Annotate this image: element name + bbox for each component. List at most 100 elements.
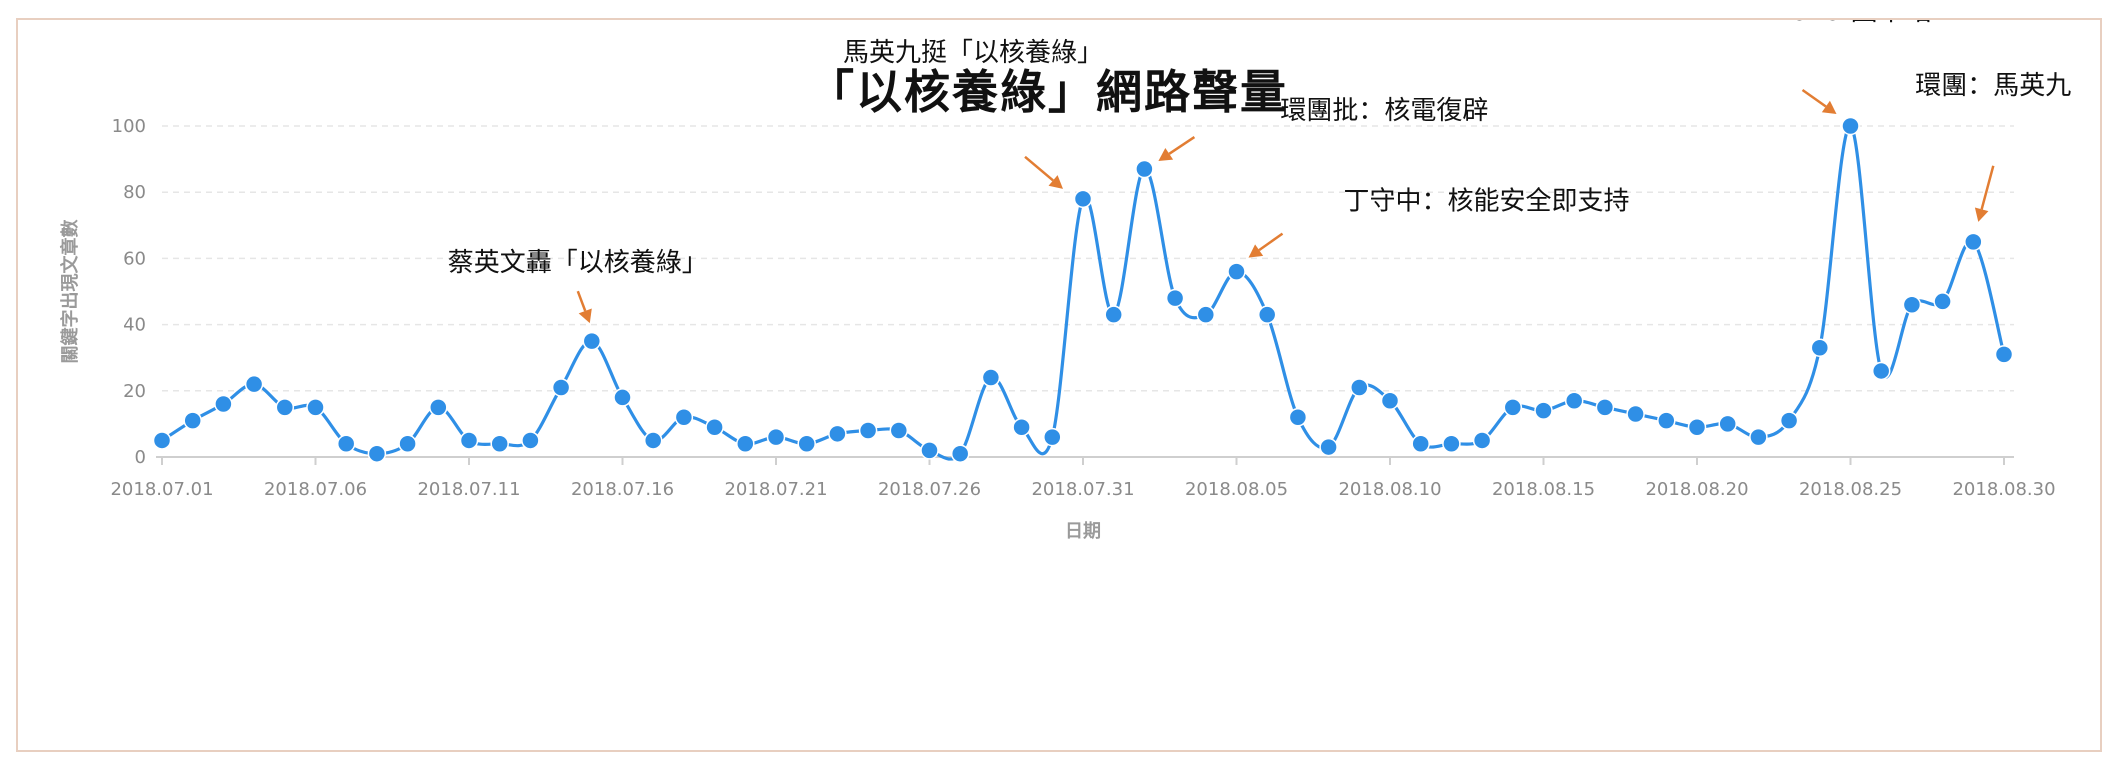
data-point-2018.07.21 [766,427,786,447]
x-tick-label-2018.07.26: 2018.07.26 [878,479,981,500]
x-tick-label-2018.08.15: 2018.08.15 [1492,479,1595,500]
data-point-2018.08.10 [1380,391,1400,410]
data-point-2018.07.09 [398,434,417,454]
data-point-2018.08.07 [1288,408,1308,427]
data-point-2018.08.16 [1564,391,1584,410]
data-point-2018.07.30 [1043,427,1062,447]
x-tick-label-2018.07.21: 2018.07.21 [724,479,827,500]
data-point-2018.07.11 [459,431,479,450]
annotation-arrow [1024,155,1054,182]
annotation-arrow [1258,232,1284,252]
annotation-arrowhead [578,308,592,324]
data-point-2018.08.19 [1657,411,1676,430]
annotation-label: 環團批：核電復辟 [1280,96,1488,126]
data-point-2018.07.29 [1012,417,1031,437]
data-point-2018.08.20 [1687,417,1707,437]
data-point-2018.08.26 [1871,361,1891,381]
annotation-label: 馬英九挺「以核養綠」 [843,38,1103,68]
data-point-2018.08.18 [1626,404,1645,424]
data-point-2018.08.05 [1227,262,1246,281]
annotation-label: 825 圍車站 [1791,20,1932,27]
x-tick-label-2018.08.10: 2018.08.10 [1338,479,1441,500]
data-point-2018.07.10 [429,398,448,417]
grid-lines [156,125,2014,458]
x-axis-title: 日期 [1065,521,1101,542]
annotation-arrow [1168,135,1196,155]
y-tick-label-40: 40 [123,315,146,336]
annotation-arrow [1980,165,1995,210]
data-points [152,116,2014,463]
data-point-2018.07.15 [582,331,602,351]
data-point-2018.07.31 [1073,189,1093,209]
x-tick-label-2018.08.30: 2018.08.30 [1952,479,2055,500]
data-point-2018.07.08 [367,444,387,463]
x-tick-label-2018.08.05: 2018.08.05 [1185,479,1288,500]
data-point-2018.07.25 [889,421,909,440]
data-point-2018.07.07 [336,434,356,454]
annotation-label: 蔡英文轟「以核養綠」 [448,248,708,278]
data-point-2018.07.20 [736,434,755,454]
y-tick-label-20: 20 [123,381,146,402]
data-point-2018.07.12 [490,434,509,454]
annotation-arrow [576,290,587,312]
data-point-2018.07.01 [152,431,172,450]
x-tick-label-2018.07.11: 2018.07.11 [417,479,520,500]
chart-frame: 「以核養綠」網路聲量 0 20 40 60 80 100 2018.07.01 2018.0… [16,18,2102,752]
x-tick-label-2018.08.20: 2018.08.20 [1645,479,1748,500]
data-point-2018.07.05 [275,398,295,417]
data-point-2018.08.08 [1319,437,1338,457]
data-point-2018.08.01 [1104,305,1123,324]
data-point-2018.07.13 [521,431,540,450]
x-axis-ticks: 2018.07.01 2018.07.06 2018.07.11 2018.07.16… [110,457,2056,500]
data-point-2018.08.12 [1442,434,1461,454]
data-point-2018.07.17 [643,431,663,450]
data-point-2018.08.13 [1472,431,1492,450]
data-point-2018.08.29 [1964,232,1983,252]
data-point-2018.07.27 [950,444,970,463]
data-point-2018.08.25 [1841,116,1860,136]
y-tick-label-60: 60 [123,248,146,269]
x-tick-label-2018.07.01: 2018.07.01 [110,479,213,500]
y-axis-title: 關鍵字出現文章數 [59,220,81,364]
data-point-2018.08.14 [1503,398,1523,417]
y-axis-ticks: 0 20 40 60 80 100 [112,116,146,468]
x-tick-label-2018.07.06: 2018.07.06 [264,479,367,500]
annotation-arrowhead [1248,244,1264,258]
data-point-2018.08.28 [1933,292,1952,311]
data-point-2018.07.23 [828,424,847,444]
data-point-2018.08.09 [1350,378,1369,397]
data-point-2018.08.22 [1749,427,1768,447]
data-point-2018.08.02 [1135,159,1154,179]
data-point-2018.08.23 [1779,411,1799,430]
data-point-2018.08.11 [1411,434,1430,454]
annotation-arrow [1801,88,1827,108]
annotation-label: 環團：馬英九 [1915,71,2071,101]
annotation-arrowhead [1048,175,1063,189]
data-point-2018.07.22 [797,434,816,454]
data-point-2018.07.26 [920,441,939,460]
annotation-arrowhead [1158,147,1174,162]
data-point-2018.08.06 [1257,305,1277,324]
annotation-label: 丁守中：核能安全即支持 [1343,187,1629,217]
data-point-2018.07.19 [705,417,724,437]
data-point-2018.08.24 [1810,338,1830,358]
data-point-2018.08.04 [1196,305,1216,324]
data-point-2018.07.16 [613,388,632,407]
data-point-2018.07.02 [183,411,202,430]
data-point-2018.08.30 [1994,345,2014,364]
data-point-2018.07.06 [306,398,325,417]
y-tick-label-80: 80 [123,182,146,203]
data-point-2018.07.03 [214,394,233,414]
y-tick-label-0: 0 [135,447,146,468]
x-tick-label-2018.07.16: 2018.07.16 [571,479,674,500]
x-tick-label-2018.08.25: 2018.08.25 [1799,479,1902,500]
data-point-2018.08.15 [1534,401,1553,420]
data-point-2018.07.28 [981,368,1001,387]
data-point-2018.07.18 [674,408,694,427]
data-point-2018.08.21 [1718,414,1737,434]
annotation-arrowhead [1821,100,1837,114]
y-tick-label-100: 100 [112,116,146,137]
x-tick-label-2018.07.31: 2018.07.31 [1031,479,1134,500]
